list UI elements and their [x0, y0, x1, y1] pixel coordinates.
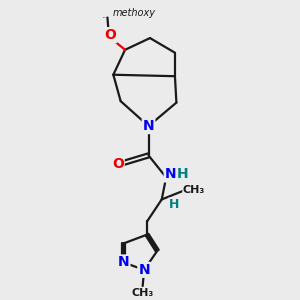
Text: O: O [112, 157, 124, 171]
Text: N: N [138, 263, 150, 277]
Text: H: H [169, 198, 179, 211]
Text: N: N [143, 119, 154, 133]
Text: methoxy: methoxy [107, 10, 114, 11]
Text: H: H [176, 167, 188, 182]
Text: O: O [104, 28, 116, 42]
Text: methoxy: methoxy [109, 13, 115, 15]
Text: CH₃: CH₃ [131, 288, 154, 298]
Text: methoxy: methoxy [82, 11, 124, 21]
Text: methoxy: methoxy [103, 16, 109, 17]
Text: methoxy: methoxy [113, 8, 156, 18]
Text: CH₃: CH₃ [183, 185, 205, 195]
Text: N: N [165, 167, 176, 182]
Text: N: N [118, 256, 129, 269]
